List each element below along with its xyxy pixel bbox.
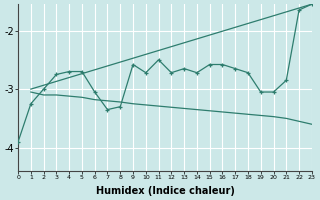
X-axis label: Humidex (Indice chaleur): Humidex (Indice chaleur) <box>96 186 234 196</box>
